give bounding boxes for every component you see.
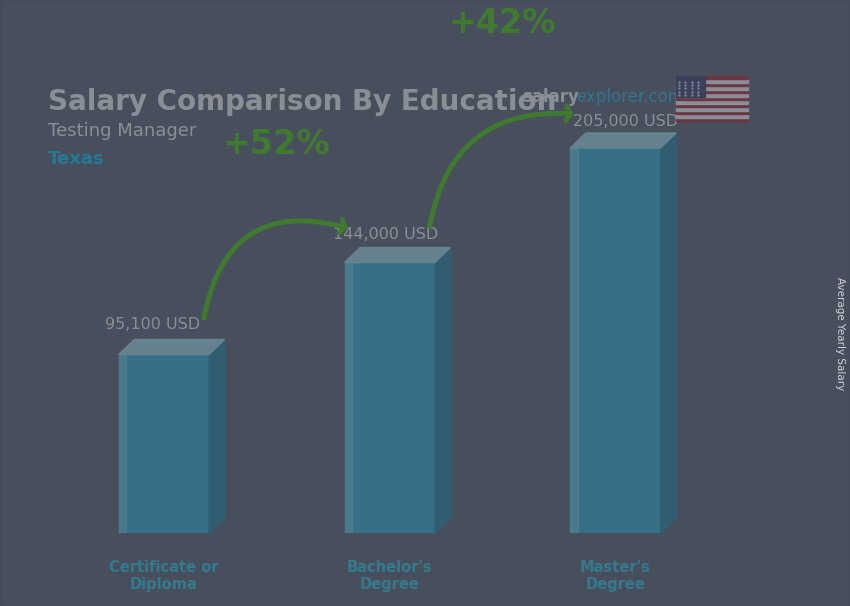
Bar <box>676 100 748 104</box>
Bar <box>676 76 748 79</box>
Polygon shape <box>570 148 660 533</box>
Bar <box>676 107 748 111</box>
Text: Texas: Texas <box>48 150 105 168</box>
Polygon shape <box>209 339 224 533</box>
Text: Salary Comparison By Education: Salary Comparison By Education <box>48 88 557 116</box>
Text: salary: salary <box>523 88 579 106</box>
Polygon shape <box>344 247 450 262</box>
Bar <box>676 90 748 93</box>
Text: +42%: +42% <box>449 7 557 40</box>
Bar <box>676 114 748 118</box>
Text: Average Yearly Salary: Average Yearly Salary <box>835 277 845 390</box>
Bar <box>676 97 748 100</box>
Text: 95,100 USD: 95,100 USD <box>105 317 200 332</box>
Polygon shape <box>435 247 450 533</box>
Text: 205,000 USD: 205,000 USD <box>573 114 678 129</box>
Text: Certificate or
Diploma: Certificate or Diploma <box>109 559 218 592</box>
Polygon shape <box>344 262 435 533</box>
Polygon shape <box>570 148 577 533</box>
Polygon shape <box>119 355 209 533</box>
Bar <box>676 93 748 97</box>
Text: Master's
Degree: Master's Degree <box>580 559 651 592</box>
Bar <box>676 79 748 83</box>
Polygon shape <box>119 339 224 355</box>
Bar <box>676 118 748 121</box>
Text: +52%: +52% <box>223 128 331 161</box>
Text: Bachelor's
Degree: Bachelor's Degree <box>347 559 433 592</box>
Text: Testing Manager: Testing Manager <box>48 122 196 139</box>
Text: explorer.com: explorer.com <box>576 88 684 106</box>
Bar <box>676 76 705 97</box>
Polygon shape <box>344 262 352 533</box>
Polygon shape <box>119 355 126 533</box>
Text: 144,000 USD: 144,000 USD <box>333 227 439 242</box>
Bar <box>676 111 748 114</box>
Bar <box>676 83 748 86</box>
Polygon shape <box>570 133 677 148</box>
Polygon shape <box>660 133 677 533</box>
Bar <box>676 86 748 90</box>
Bar <box>676 104 748 107</box>
